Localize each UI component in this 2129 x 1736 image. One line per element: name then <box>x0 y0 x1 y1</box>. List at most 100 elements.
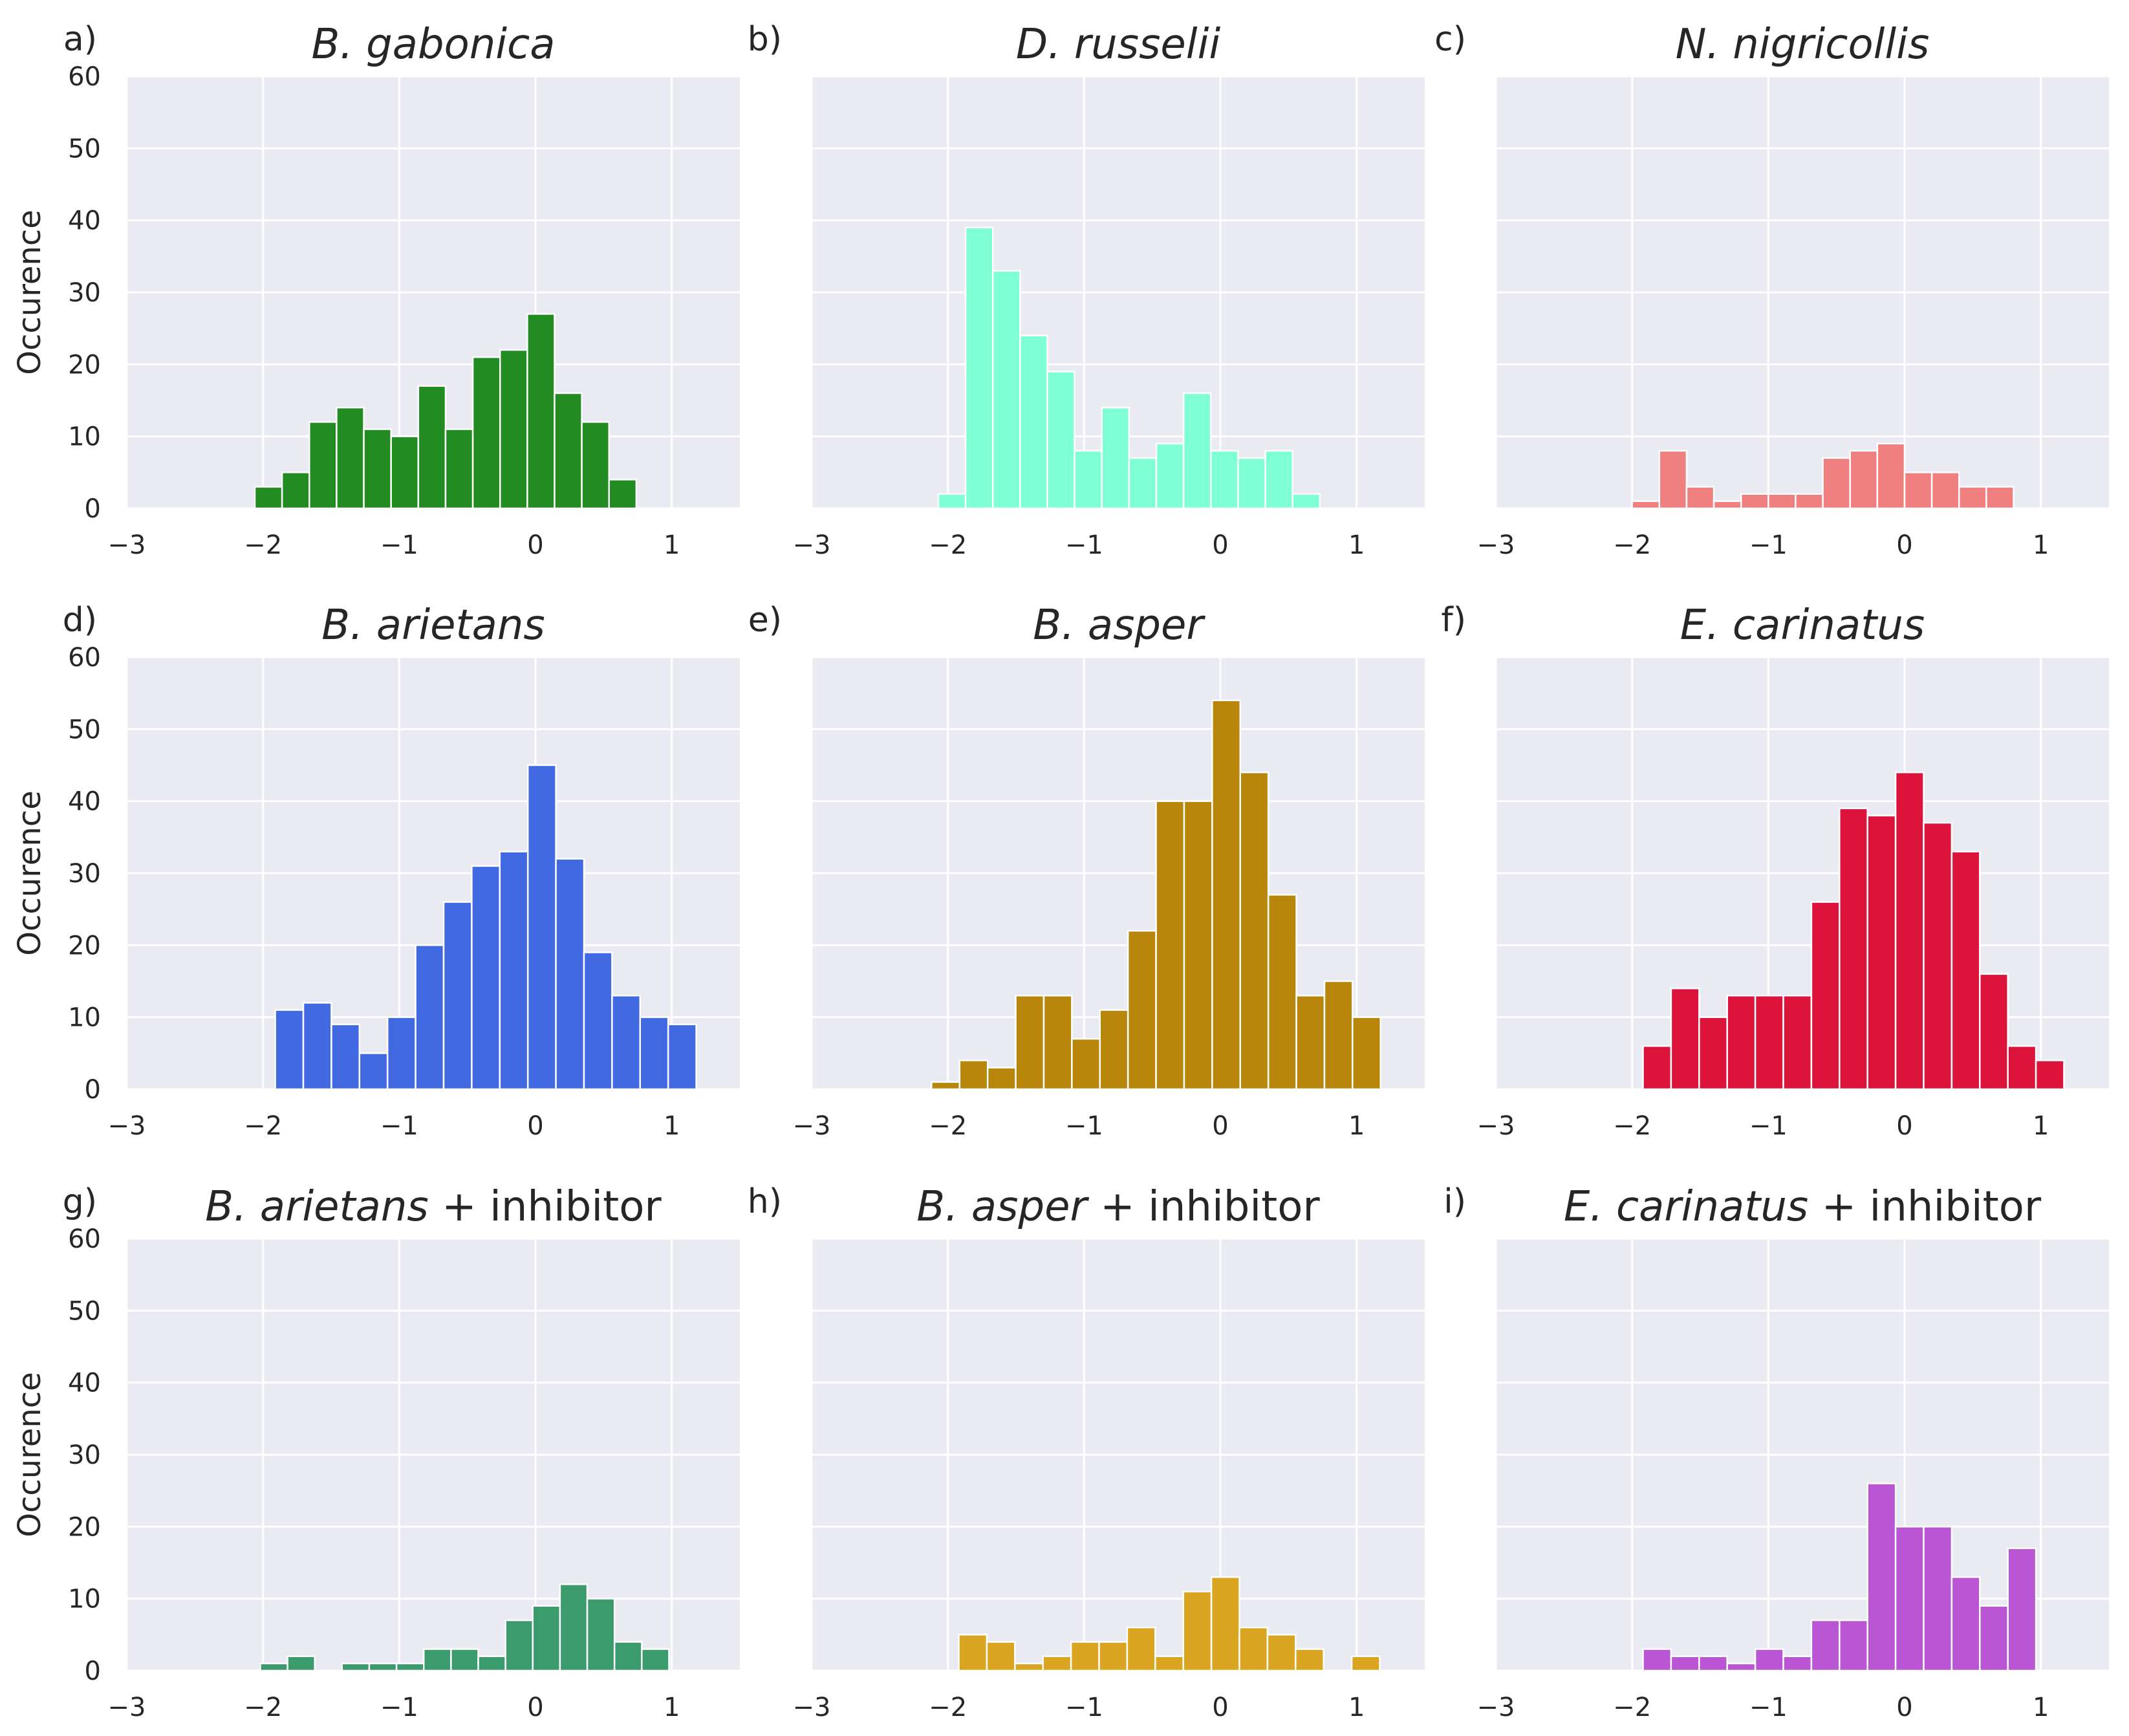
histogram-bar <box>1098 1641 1129 1672</box>
histogram-bar <box>1071 1037 1101 1090</box>
histogram-bar <box>423 1648 452 1672</box>
histogram-bar <box>641 1648 670 1672</box>
histogram-bar <box>1876 442 1906 510</box>
histogram-bar <box>1894 771 1925 1090</box>
panel-letter: b) <box>748 20 782 59</box>
panel-title: N. nigricollis <box>1676 21 1930 69</box>
x-tick-label: −3 <box>108 1111 146 1141</box>
panel-title: B. asper + inhibitor <box>916 1183 1320 1231</box>
x-tick-label: 0 <box>1212 1693 1228 1722</box>
histogram-bar <box>1019 334 1048 510</box>
x-tick-label: −2 <box>244 530 282 560</box>
histogram-bar <box>1264 450 1293 510</box>
x-tick-label: −3 <box>108 530 146 560</box>
histogram-bar <box>1238 1626 1269 1672</box>
x-tick-label: −3 <box>1477 530 1515 560</box>
histogram-bar <box>1323 980 1354 1090</box>
histogram-bar <box>395 1662 425 1672</box>
histogram-bar <box>1155 442 1185 510</box>
histogram-bar <box>1210 1576 1240 1672</box>
histogram-bar <box>554 392 583 510</box>
x-tick-label: 1 <box>1348 530 1365 560</box>
x-tick-label: −1 <box>380 1693 418 1722</box>
x-tick-label: −1 <box>380 530 418 560</box>
histogram-bar <box>958 1059 989 1090</box>
y-tick-label: 20 <box>68 350 101 380</box>
histogram-bar <box>415 944 445 1090</box>
panel-title: B. arietans + inhibitor <box>205 1183 662 1231</box>
histogram-bar <box>1211 699 1242 1090</box>
panel-letter: a) <box>63 20 97 59</box>
histogram-bar <box>1291 493 1321 510</box>
histogram-bar <box>964 226 994 510</box>
panel-title: E. carinatus + inhibitor <box>1564 1183 2042 1231</box>
x-tick-label: 1 <box>2033 1693 2049 1722</box>
histogram-bar <box>1126 1626 1156 1672</box>
histogram-bar <box>1726 1662 1756 1672</box>
histogram-bar <box>504 1619 534 1672</box>
x-tick-label: −1 <box>1065 1693 1103 1722</box>
histogram-bar <box>1839 807 1868 1090</box>
histogram-bar <box>532 1605 561 1672</box>
histogram-bar <box>1894 1526 1925 1672</box>
x-tick-label: −1 <box>1749 1693 1788 1722</box>
histogram-bar <box>1740 493 1769 510</box>
histogram-bar <box>611 995 642 1090</box>
histogram-bar <box>308 421 338 510</box>
y-tick-label: 60 <box>68 643 101 673</box>
x-tick-label: −3 <box>1477 1693 1515 1722</box>
y-tick-label: 20 <box>68 1512 101 1542</box>
histogram-bar <box>1849 450 1879 510</box>
histogram-bar <box>254 486 283 510</box>
histogram-bar <box>1754 1648 1784 1672</box>
y-tick-label: 50 <box>68 1296 101 1326</box>
x-tick-label: 1 <box>2033 530 2049 560</box>
y-tick-label: 30 <box>68 859 101 889</box>
histogram-bar <box>2007 1547 2037 1672</box>
histogram-bar <box>1810 1619 1841 1672</box>
histogram-bar <box>931 1081 961 1090</box>
x-tick-label: −1 <box>1749 530 1788 560</box>
x-tick-label: 0 <box>1896 530 1912 560</box>
histogram-bar <box>1014 1662 1044 1672</box>
y-tick-label: 20 <box>68 931 101 960</box>
histogram-bar <box>639 1016 669 1090</box>
histogram-bar <box>555 858 585 1090</box>
x-tick-label: 0 <box>527 1111 543 1141</box>
y-axis-label: Occurence <box>12 210 48 375</box>
histogram-bar <box>1015 995 1045 1090</box>
species-name: B. asper <box>916 1183 1089 1231</box>
x-tick-label: −2 <box>929 530 967 560</box>
x-tick-label: 0 <box>1896 1693 1912 1722</box>
histogram-bar <box>336 406 365 510</box>
y-tick-label: 40 <box>68 1369 101 1398</box>
histogram-bar <box>2035 1059 2065 1090</box>
y-tick-label: 10 <box>68 1003 101 1033</box>
histogram-bar <box>1237 457 1266 510</box>
histogram-bar <box>1979 1605 2009 1672</box>
y-tick-label: 10 <box>68 1585 101 1614</box>
histogram-bar <box>958 1634 988 1672</box>
histogram-bar <box>1698 1016 1728 1090</box>
x-tick-label: −2 <box>1613 530 1651 560</box>
panel-letter: e) <box>748 601 782 640</box>
x-tick-label: −1 <box>1065 530 1103 560</box>
x-tick-label: −2 <box>1613 1111 1651 1141</box>
histogram-bar <box>1183 800 1213 1090</box>
histogram-bar <box>274 1009 305 1090</box>
histogram-bar <box>1043 995 1073 1090</box>
histogram-bar <box>1042 1655 1072 1672</box>
histogram-bar <box>1866 1482 1897 1672</box>
histogram-bar <box>330 1023 361 1090</box>
panel-h: −3 −2 −1 0 1 h) B. asper + inhibitor <box>748 1182 1425 1722</box>
species-name: B. arietans <box>205 1183 429 1231</box>
histogram-bar <box>1101 406 1130 510</box>
panel-letter: h) <box>748 1182 782 1221</box>
histogram-bar <box>442 901 473 1090</box>
species-name: B. arietans <box>321 602 545 649</box>
y-axis-label: Occurence <box>12 790 48 956</box>
panel-f: −3 −2 −1 0 1 f) E. carinatus <box>1441 601 2109 1141</box>
histogram-bar <box>1782 1655 1813 1672</box>
